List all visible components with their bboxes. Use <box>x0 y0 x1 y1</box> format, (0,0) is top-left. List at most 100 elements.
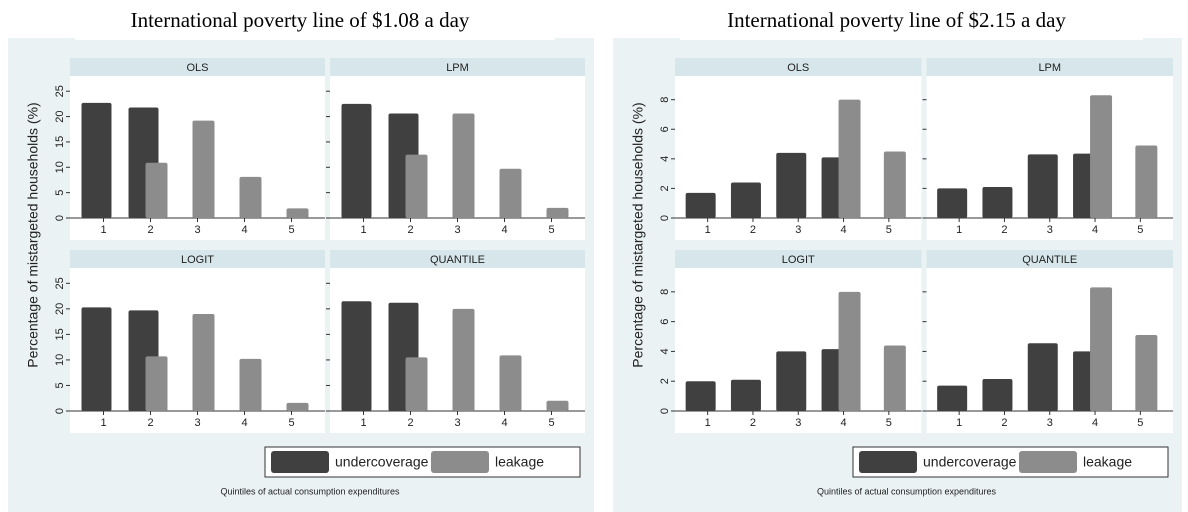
bar <box>776 351 807 411</box>
x-tick-label: 5 <box>1137 417 1143 429</box>
x-tick-label: 1 <box>705 417 711 429</box>
bar <box>145 356 168 411</box>
bar <box>838 291 861 411</box>
y-tick-label: 15 <box>54 328 66 340</box>
title-background <box>680 4 1143 40</box>
panel-header <box>675 250 922 268</box>
panel-title: QUANTILE <box>1022 254 1077 266</box>
y-tick-label: 4 <box>659 348 671 354</box>
bar <box>1027 343 1058 411</box>
x-tick-label: 1 <box>100 224 106 236</box>
legend-swatch <box>859 451 917 473</box>
bar <box>405 154 428 218</box>
panel-header <box>926 58 1173 76</box>
y-tick-label: 8 <box>659 289 671 295</box>
legend-label: leakage <box>1083 454 1132 470</box>
bar <box>81 307 112 411</box>
bar <box>1027 154 1058 218</box>
x-tick-label: 4 <box>241 224 247 236</box>
x-tick-label: 5 <box>1137 224 1143 236</box>
x-tick-label: 2 <box>147 417 153 429</box>
x-tick-label: 4 <box>241 417 247 429</box>
panel-header <box>330 58 585 76</box>
x-tick-label: 3 <box>795 224 801 236</box>
figure-title: International poverty line of $1.08 a da… <box>131 8 470 32</box>
y-tick-label: 6 <box>659 319 671 325</box>
bar <box>81 102 112 218</box>
bar <box>937 188 968 218</box>
bar <box>286 208 309 218</box>
x-tick-label: 4 <box>501 224 507 236</box>
y-tick-label: 0 <box>659 215 671 221</box>
bar <box>1090 95 1113 218</box>
panel-title: LOGIT <box>181 254 214 266</box>
bar <box>192 313 215 411</box>
y-tick-label: 20 <box>54 303 66 315</box>
x-tick-label: 2 <box>750 417 756 429</box>
bar <box>341 103 372 218</box>
bar <box>192 120 215 218</box>
x-tick-label: 3 <box>194 224 200 236</box>
y-tick-label: 0 <box>659 408 671 414</box>
bar <box>405 357 428 411</box>
bar <box>838 99 861 218</box>
y-tick-label: 5 <box>54 190 66 196</box>
bar <box>730 182 761 218</box>
panel-header <box>675 58 922 76</box>
y-tick-label: 8 <box>659 97 671 103</box>
panel-title: LPM <box>1038 62 1061 74</box>
x-tick-label: 5 <box>886 224 892 236</box>
y-axis-label: Percentage of mistargeted households (%) <box>25 102 41 367</box>
bar <box>685 192 716 218</box>
y-tick-label: 0 <box>54 408 66 414</box>
y-tick-label: 0 <box>54 215 66 221</box>
x-tick-label: 4 <box>1092 417 1098 429</box>
x-tick-label: 5 <box>548 224 554 236</box>
panel-header <box>926 250 1173 268</box>
bar <box>341 301 372 411</box>
panel-header <box>70 58 325 76</box>
x-tick-label: 2 <box>147 224 153 236</box>
title-background <box>75 4 555 40</box>
bar <box>685 381 716 411</box>
bar <box>1135 335 1158 411</box>
bar <box>982 186 1013 218</box>
x-tick-label: 4 <box>840 224 846 236</box>
bar <box>730 379 761 411</box>
y-axis-label: Percentage of mistargeted households (%) <box>630 102 646 367</box>
panel-title: QUANTILE <box>430 254 485 266</box>
bar <box>883 151 906 218</box>
y-tick-label: 15 <box>54 136 66 148</box>
legend-label: undercoverage <box>923 454 1017 470</box>
y-tick-label: 6 <box>659 126 671 132</box>
x-axis-label: Quintiles of actual consumption expendit… <box>220 486 400 496</box>
panel-title: OLS <box>787 62 809 74</box>
bar <box>499 355 522 411</box>
x-tick-label: 1 <box>956 224 962 236</box>
panel-header <box>70 250 325 268</box>
legend-swatch <box>1019 451 1077 473</box>
bar <box>937 385 968 411</box>
x-tick-label: 3 <box>454 417 460 429</box>
x-tick-label: 1 <box>705 224 711 236</box>
bar <box>982 378 1013 411</box>
x-tick-label: 3 <box>795 417 801 429</box>
legend-swatch <box>431 451 489 473</box>
x-tick-label: 5 <box>548 417 554 429</box>
x-tick-label: 3 <box>1047 417 1053 429</box>
legend-swatch <box>271 451 329 473</box>
bar <box>452 308 475 411</box>
bar <box>239 176 262 218</box>
y-tick-label: 4 <box>659 156 671 162</box>
bar <box>546 400 569 411</box>
x-tick-label: 5 <box>886 417 892 429</box>
y-tick-label: 10 <box>54 354 66 366</box>
y-tick-label: 25 <box>54 277 66 289</box>
x-tick-label: 4 <box>501 417 507 429</box>
x-tick-label: 3 <box>1047 224 1053 236</box>
panel-title: LOGIT <box>782 254 815 266</box>
x-tick-label: 1 <box>360 224 366 236</box>
y-tick-label: 2 <box>659 185 671 191</box>
x-tick-label: 4 <box>840 417 846 429</box>
